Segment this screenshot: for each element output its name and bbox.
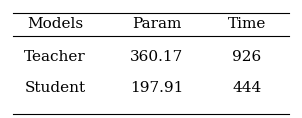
Text: 360.17: 360.17: [130, 50, 184, 64]
Text: Teacher: Teacher: [24, 50, 86, 64]
Text: Student: Student: [25, 81, 86, 95]
Text: Models: Models: [27, 17, 83, 31]
Text: Time: Time: [228, 17, 266, 31]
Text: Param: Param: [132, 17, 182, 31]
Text: 444: 444: [232, 81, 261, 95]
Text: 197.91: 197.91: [130, 81, 184, 95]
Text: 926: 926: [232, 50, 261, 64]
